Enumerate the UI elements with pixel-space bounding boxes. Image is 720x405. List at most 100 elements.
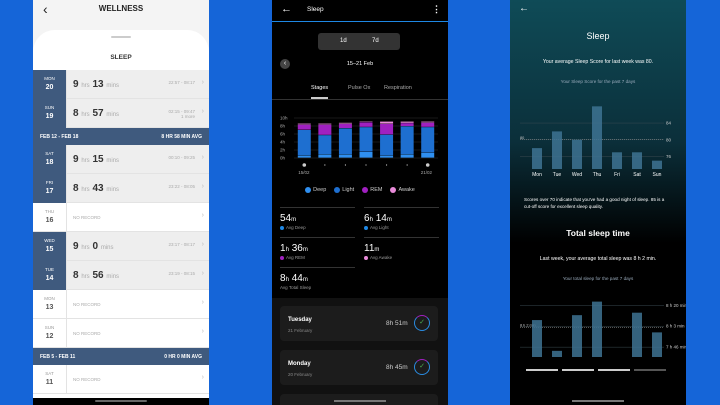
sleep-day-row[interactable]: SAT 11 NO RECORD › — [33, 365, 209, 394]
sleep-day-row[interactable]: SUN 19 8 hrs 57 mins 02:15 - 09:47 1 more › — [33, 99, 209, 128]
bar-segment-awake — [297, 123, 311, 125]
page-indicator[interactable] — [526, 369, 558, 371]
bar-wed — [572, 139, 582, 169]
x-tick-label: Fri — [614, 172, 620, 178]
weekday: TUE — [45, 267, 54, 272]
page-title: WELLNESS — [98, 4, 144, 13]
tab-pulse-ox[interactable]: Pulse Ox — [348, 85, 371, 91]
page-indicator[interactable] — [598, 369, 630, 371]
page-title: Sleep — [307, 6, 324, 13]
no-record-label: NO RECORD — [73, 215, 101, 220]
sleep-duration: 9 hrs 13 mins — [73, 79, 120, 90]
bar-segment-rem — [318, 124, 332, 135]
previous-period-button[interactable]: ‹ — [280, 59, 290, 69]
stat-label: Avg REM — [286, 255, 305, 260]
bar-segment-light — [421, 127, 435, 153]
sleep-duration: 8 hrs 56 mins — [73, 270, 120, 281]
sleep-time-range: 22:57 - 08:17 — [168, 80, 195, 85]
sleep-day-row[interactable]: MON 20 9 hrs 13 mins 22:57 - 08:17 › — [33, 70, 209, 99]
stat-block: 1h 36m Avg REM — [280, 243, 308, 260]
weekday: SAT — [45, 151, 54, 156]
home-indicator[interactable] — [334, 400, 386, 402]
legend-dot — [280, 225, 284, 230]
sleep-duration: 8 hrs 43 mins — [73, 183, 120, 194]
day-number: 16 — [45, 217, 54, 224]
day-total: 8h 51m — [386, 320, 408, 327]
score-note: Scores over 70 indicate that you've had … — [524, 197, 665, 209]
y-tick-label: 76 — [666, 154, 672, 159]
page-indicator[interactable] — [634, 369, 666, 371]
day-label: SAT 18 — [33, 145, 67, 174]
total-sleep-summary: Last week, your average total sleep was … — [539, 256, 657, 262]
weekday: MON — [44, 76, 55, 81]
x-tick-label: Wed — [572, 172, 582, 178]
bar-segment-deep — [380, 155, 394, 158]
bar-segment-deep — [400, 154, 414, 158]
day-card[interactable] — [280, 394, 438, 405]
toggle-1d[interactable]: 1d — [340, 38, 347, 44]
check-ring-icon: ✓ — [414, 315, 430, 331]
home-indicator[interactable] — [95, 400, 147, 402]
tab-stages[interactable]: Stages — [311, 85, 329, 91]
bar-segment-light — [380, 134, 394, 156]
back-icon[interactable]: ‹ — [43, 1, 48, 17]
toggle-7d[interactable]: 7d — [372, 38, 379, 44]
legend-dot — [334, 187, 341, 193]
bar-segment-deep — [421, 152, 435, 158]
divider — [364, 237, 439, 238]
divider — [280, 237, 355, 238]
tab-respiration[interactable]: Respiration — [384, 85, 412, 91]
day-card[interactable]: Tuesday 21 February 8h 51m ✓ — [280, 306, 438, 341]
x-tick-dot — [324, 164, 326, 166]
chevron-right-icon: › — [201, 212, 204, 219]
sleep-day-row[interactable]: WED 15 9 hrs 0 mins 23:17 - 08:17 › — [33, 232, 209, 261]
bar-segment-rem — [421, 122, 435, 127]
stat-block: 6h 14m Avg Light — [364, 213, 392, 230]
y-tick-label: 6h — [280, 132, 286, 137]
back-arrow-icon[interactable]: ← — [519, 3, 529, 14]
sleep-time-range: 23:22 - 08:05 — [168, 184, 195, 189]
y-tick-label: 0h — [280, 156, 286, 161]
sleep-day-row[interactable]: SAT 18 9 hrs 15 mins 00:10 - 09:25 › — [33, 145, 209, 174]
chevron-right-icon: › — [201, 328, 204, 335]
day-card[interactable]: Monday 20 February 8h 45m ✓ — [280, 350, 438, 385]
bar-sun — [652, 332, 662, 357]
bar-segment-deep — [359, 152, 373, 158]
chevron-right-icon: › — [201, 154, 204, 161]
day-label: SAT 11 — [33, 365, 67, 394]
legend-dot — [364, 225, 368, 230]
legend-dot — [390, 187, 397, 193]
legend-dot — [280, 255, 284, 260]
stat-label: Avg Total Sleep — [280, 285, 312, 290]
sleep-day-row[interactable]: TUE 14 8 hrs 56 mins 23:19 - 08:15 › — [33, 261, 209, 290]
more-menu-icon[interactable]: ⋮ — [432, 4, 441, 14]
bar-sun — [652, 160, 662, 169]
divider — [272, 99, 448, 100]
x-tick-dot — [406, 164, 408, 166]
sleep-day-row[interactable]: MON 13 NO RECORD › — [33, 290, 209, 319]
weekday: THU — [44, 209, 55, 214]
stat-block: 11m Avg Awake — [364, 243, 393, 260]
bar-segment-awake — [421, 121, 435, 123]
legend-dot — [364, 255, 368, 260]
bar-segment-light — [318, 135, 332, 154]
back-arrow-icon[interactable]: ← — [281, 3, 292, 15]
drag-handle[interactable] — [111, 36, 131, 38]
day-name: Monday — [288, 361, 311, 367]
legend-item: REM — [362, 187, 382, 193]
home-indicator[interactable] — [572, 400, 624, 402]
bar-segment-rem — [400, 123, 414, 126]
total-sleep-title: Total sleep time — [566, 228, 630, 238]
sleep-day-row[interactable]: FRI 17 8 hrs 43 mins 23:22 - 08:05 › — [33, 174, 209, 203]
legend-dot — [305, 187, 312, 193]
sleep-day-row[interactable]: THU 16 NO RECORD › — [33, 203, 209, 232]
x-tick-dot — [385, 164, 388, 166]
bar-segment-light — [400, 126, 414, 154]
y-tick-label: 84 — [666, 121, 672, 126]
sleep-duration: 9 hrs 0 mins — [73, 241, 114, 252]
chevron-right-icon: › — [201, 79, 204, 86]
sleep-day-row[interactable]: SUN 12 NO RECORD › — [33, 319, 209, 348]
bar-wed — [572, 315, 582, 357]
page-indicator[interactable] — [562, 369, 594, 371]
wellness-screen: ‹ WELLNESS SLEEP MON 20 9 hrs 13 mins 22:57… — [33, 0, 209, 405]
